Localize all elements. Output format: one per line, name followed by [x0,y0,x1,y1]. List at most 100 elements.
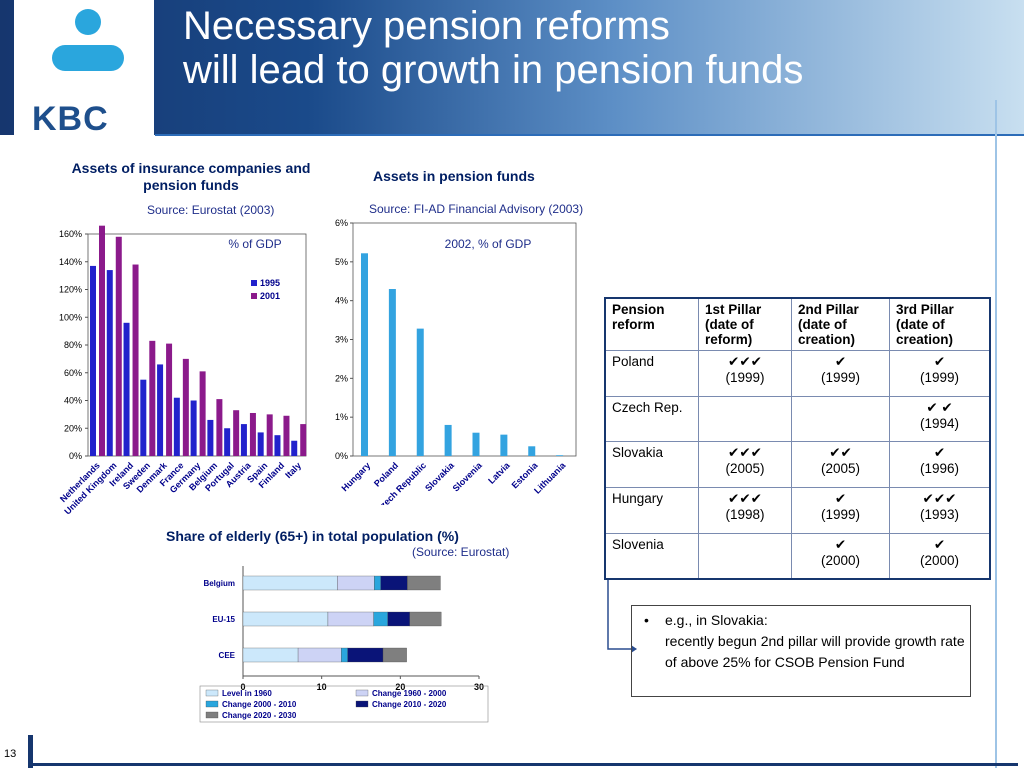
slide-header: KBC Necessary pension reforms will lead … [0,0,1024,135]
chart2-xtick-label: Slovenia [451,460,485,494]
chart3-legend-label: Level in 1960 [222,689,272,698]
table-cell: ✔ (1996) [889,441,991,489]
checkmark-icon: ✔✔✔ [922,491,957,507]
table-row-country: Slovenia [604,532,699,580]
chart3-category-label: Belgium [203,579,235,588]
chart1-ytick-label: 100% [59,312,82,322]
chart1-ytick-label: 0% [69,451,82,461]
chart1-bar [157,364,164,456]
chart1-ytick-label: 60% [64,368,82,378]
table-cell-year: (1999) [820,507,861,523]
chart3-legend-swatch [205,689,219,697]
chart2-plot-frame [352,222,577,457]
chart2-bar [528,446,536,456]
footer-bracket [28,735,33,768]
chart3-xtick-label: 0 [240,682,245,692]
table-row: Slovenia ✔ (2000) ✔ (2000) [604,532,991,580]
chart2-bar [361,253,368,456]
table-cell: ✔ ✔ (1994) [889,395,991,443]
checkmark-icon: ✔✔✔ [728,491,762,507]
chart2-bar [388,289,396,456]
table-cell-year: (1999) [725,370,765,385]
table-header-cell: 1st Pillar (date of reform) [698,297,792,351]
footer-line [28,763,1018,766]
chart1-xtick-label: Italy [283,460,303,480]
chart1-svg: 0%20%40%60%80%100%120%140%160%Netherland… [58,225,307,517]
page-title: Necessary pension reforms will lead to g… [183,4,803,92]
table-cell-year: (2005) [820,461,861,477]
chart3-legend-label: Change 2020 - 2030 [222,711,297,720]
table-header-cell: 2nd Pillar (date of creation) [791,297,890,351]
chart3-legend-swatch [355,700,369,708]
chart1-bar [283,415,290,456]
table-cell [698,395,792,443]
checkmark-icon: ✔ [933,354,946,369]
chart3-legend-label: Change 2000 - 2010 [222,700,297,709]
table-header-cell: Pension reform [604,297,699,351]
title-line-2: will lead to growth in pension funds [183,48,804,92]
table-cell: ✔ (1999) [791,487,890,534]
checkmark-icon: ✔ ✔ [926,399,953,415]
chart1-ytick-label: 120% [59,285,82,295]
title-line-1: Necessary pension reforms [183,4,670,48]
chart2-ytick-label: 4% [335,296,348,306]
chart3-bar-segment [297,647,342,663]
chart1-ytick-label: 20% [64,423,82,433]
chart3-source: (Source: Eurostat) [412,545,510,559]
table-cell: ✔✔✔ (1993) [889,487,991,534]
chart1-bar [90,265,96,456]
chart2-ytick-label: 0% [335,451,348,461]
chart3-legend-swatch [205,711,219,719]
table-row: Slovakia ✔✔✔ (2005) ✔✔ (2005) ✔ (1996) [604,441,991,489]
table-cell: ✔ (1999) [791,350,890,397]
logo-text: KBC [32,100,109,135]
chart2-source: Source: FI-AD Financial Advisory (2003) [369,202,584,216]
chart1-bar [166,343,173,456]
chart3-xtick-label: 10 [317,682,327,692]
chart1-bar [99,225,105,456]
chart1-bar [140,379,147,456]
table-cell-year: (2005) [725,461,765,477]
chart3-bar-segment [337,575,375,591]
table-cell-year: (1998) [725,507,765,523]
checkmark-icon: ✔✔✔ [728,354,762,369]
checkmark-icon: ✔✔ [829,445,852,461]
table-cell: ✔✔✔ (1999) [698,350,792,397]
chart1-bar [149,340,156,456]
checkmark-icon: ✔ [933,536,946,552]
chart1-bar [224,428,231,456]
chart2-annotation: 2002, % of GDP [445,237,532,251]
chart3-bar-segment [387,611,410,627]
chart3-bar-segment [373,611,388,627]
table-cell-year: (1994) [919,415,960,431]
chart2-xtick-label: Hungary [339,460,372,493]
right-rule [995,100,997,768]
checkmark-icon: ✔ [834,536,847,552]
chart1-bar [233,410,240,456]
note-connector [607,580,637,653]
chart3-legend-label: Change 2010 - 2020 [372,700,447,709]
chart3-bar-segment [347,647,384,663]
chart1-bar [274,435,281,456]
chart1-legend-label: 2001 [260,291,280,301]
chart2-ytick-label: 1% [335,412,348,422]
chart1-title: Assets of insurance companies and pensio… [71,160,311,193]
chart1-legend-label: 1995 [260,278,280,288]
chart1-bar [132,264,139,456]
page-number: 13 [4,748,17,760]
table-cell-year: (2000) [919,552,960,568]
chart2-bar [500,434,508,456]
kbc-logo-icon: KBC [32,9,124,135]
chart2-bar [556,455,564,456]
chart3-bar-segment [407,575,441,591]
chart1-ytick-label: 80% [64,340,82,350]
table-row: Poland ✔✔✔ (1999) ✔ (1999) ✔ (1999) [604,350,991,397]
table-cell-year: (1996) [919,461,960,477]
table-cell: ✔ (2000) [791,532,890,580]
chart1-annotation: % of GDP [228,237,281,251]
table-cell: ✔✔✔ (1998) [698,487,792,534]
chart2-bar [472,432,480,456]
chart1-bar [249,412,256,456]
chart1-bar [190,400,197,456]
